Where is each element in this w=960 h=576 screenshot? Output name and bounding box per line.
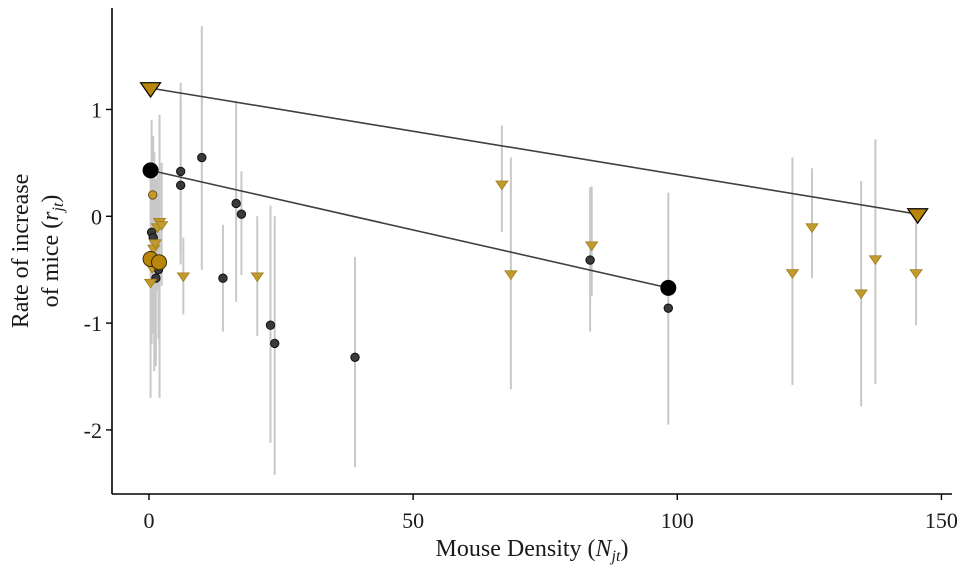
data-point <box>231 198 241 209</box>
y-tick-label: -1 <box>84 311 102 336</box>
fit-line-layer <box>150 87 918 289</box>
y-tick-label: 1 <box>91 97 102 122</box>
x-tick-label: 100 <box>661 508 694 533</box>
mean-point <box>139 82 162 99</box>
data-point <box>270 338 280 349</box>
data-point <box>805 223 819 234</box>
y-axis-title: Rate of increase of mice (rjt) <box>8 174 67 329</box>
errorbar-layer <box>149 26 918 475</box>
data-point <box>250 272 265 283</box>
data-point <box>868 255 883 266</box>
y-ticks: 1 0 -1 -2 <box>84 97 112 443</box>
fit-line <box>150 169 669 289</box>
data-point <box>909 269 923 279</box>
mean-point <box>906 208 929 225</box>
y-axis-title-line-1: Rate of increase <box>8 174 34 329</box>
data-point <box>504 270 518 281</box>
data-point <box>585 255 595 265</box>
data-point <box>218 273 228 283</box>
data-point <box>143 278 158 289</box>
data-point <box>584 241 599 252</box>
data-point <box>175 166 186 177</box>
mean-point <box>660 279 677 296</box>
x-axis-title: Mouse Density (Njt) <box>436 536 629 565</box>
marker-layer <box>139 82 929 362</box>
mean-point <box>142 162 159 179</box>
data-point <box>176 272 191 283</box>
x-ticks: 0 50 100 150 <box>143 494 958 533</box>
mean-point <box>151 254 168 271</box>
data-point <box>175 180 186 191</box>
data-point <box>495 180 509 191</box>
data-point <box>350 352 360 362</box>
x-tick-label: 0 <box>143 508 154 533</box>
x-tick-label: 150 <box>925 508 958 533</box>
y-axis-title-line-2: of mice (rjt) <box>38 195 67 308</box>
data-point <box>154 221 169 231</box>
fit-line <box>150 87 918 215</box>
data-point <box>265 320 276 330</box>
data-point <box>663 303 674 313</box>
data-point <box>147 190 158 200</box>
y-tick-label: 0 <box>91 204 102 229</box>
x-tick-label: 50 <box>402 508 424 533</box>
data-point <box>854 289 868 300</box>
data-point <box>236 209 247 219</box>
data-point <box>148 239 163 250</box>
y-tick-label: -2 <box>84 418 102 443</box>
axes: 0 50 100 150 1 0 -1 -2 <box>84 8 958 533</box>
data-point <box>197 152 207 163</box>
data-point <box>785 269 800 279</box>
